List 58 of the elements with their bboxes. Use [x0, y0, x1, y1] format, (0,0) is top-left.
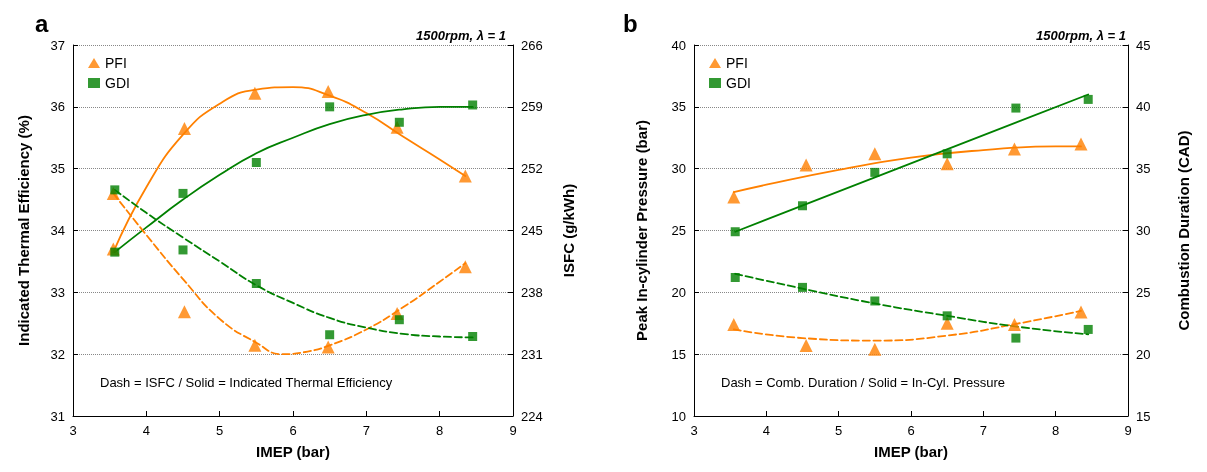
legend-label: GDI	[726, 75, 751, 91]
x-tick-label: 4	[762, 423, 770, 438]
x-tick-label: 4	[142, 423, 150, 438]
x-tick-label: 6	[907, 423, 915, 438]
y-tick-label: 36	[50, 99, 65, 115]
y2-tick-label: 238	[521, 284, 543, 300]
legend-label: PFI	[105, 55, 127, 71]
x-tick-label: 7	[979, 423, 987, 438]
y2-axis-title: ISFC (g/kWh)	[560, 183, 577, 278]
y2-tick-label: 259	[521, 99, 543, 115]
y-axis-title: Peak In-cylinder Pressure (bar)	[633, 120, 650, 341]
y2-tick-label: 20	[1136, 346, 1151, 362]
y2-tick-label: 45	[1136, 37, 1151, 53]
y2-tick-label: 224	[521, 408, 543, 424]
chart-title: b	[623, 9, 638, 37]
y-tick-label: 15	[671, 346, 686, 362]
x-tick-label: 7	[362, 423, 370, 438]
y-tick-label: 37	[50, 37, 65, 53]
y-tick-label: 33	[50, 284, 65, 300]
x-tick-label: 9	[1124, 423, 1132, 438]
x-axis-title: IMEP (bar)	[256, 443, 330, 460]
x-tick-label: 9	[509, 423, 517, 438]
y2-axis-title: Combustion Duration (CAD)	[1175, 130, 1192, 331]
annotation: Dash = ISFC / Solid = Indicated Thermal Efficiency	[100, 375, 393, 390]
legend-label: PFI	[726, 55, 748, 71]
x-tick-label: 3	[69, 423, 77, 438]
y-axis-title: Indicated Thermal Efficiency (%)	[15, 115, 32, 346]
y2-tick-label: 245	[521, 223, 543, 238]
y-tick-label: 10	[671, 408, 686, 424]
x-tick-label: 5	[216, 423, 224, 438]
y2-tick-label: 40	[1136, 99, 1151, 115]
y-tick-label: 35	[50, 161, 65, 177]
y-tick-label: 34	[50, 223, 65, 238]
y2-tick-label: 30	[1136, 223, 1151, 238]
x-tick-label: 6	[289, 423, 297, 438]
y-tick-label: 40	[671, 37, 686, 53]
x-tick-label: 3	[690, 423, 698, 438]
y2-tick-label: 231	[521, 346, 543, 362]
x-axis-title: IMEP (bar)	[874, 443, 948, 460]
y2-tick-label: 25	[1136, 284, 1151, 300]
y-tick-label: 35	[671, 99, 686, 115]
y2-tick-label: 266	[521, 37, 543, 53]
y-tick-label: 32	[50, 346, 65, 362]
annotation: Dash = Comb. Duration / Solid = In-Cyl. Pressure	[721, 375, 1005, 390]
y2-tick-label: 252	[521, 161, 543, 177]
y2-tick-label: 35	[1136, 161, 1151, 177]
text: 1500rpm, λ = 1	[416, 28, 507, 43]
y-tick-label: 31	[50, 408, 65, 424]
x-tick-label: 5	[835, 423, 843, 438]
y-tick-label: 30	[671, 161, 686, 177]
y-tick-label: 25	[671, 223, 686, 238]
x-tick-label: 8	[436, 423, 444, 438]
y-tick-label: 20	[671, 284, 686, 300]
text: 1500rpm, λ = 1	[1036, 28, 1127, 43]
legend-label: GDI	[105, 75, 130, 91]
x-tick-label: 8	[1052, 423, 1060, 438]
chart-title: a	[35, 9, 49, 37]
y2-tick-label: 15	[1136, 408, 1151, 424]
